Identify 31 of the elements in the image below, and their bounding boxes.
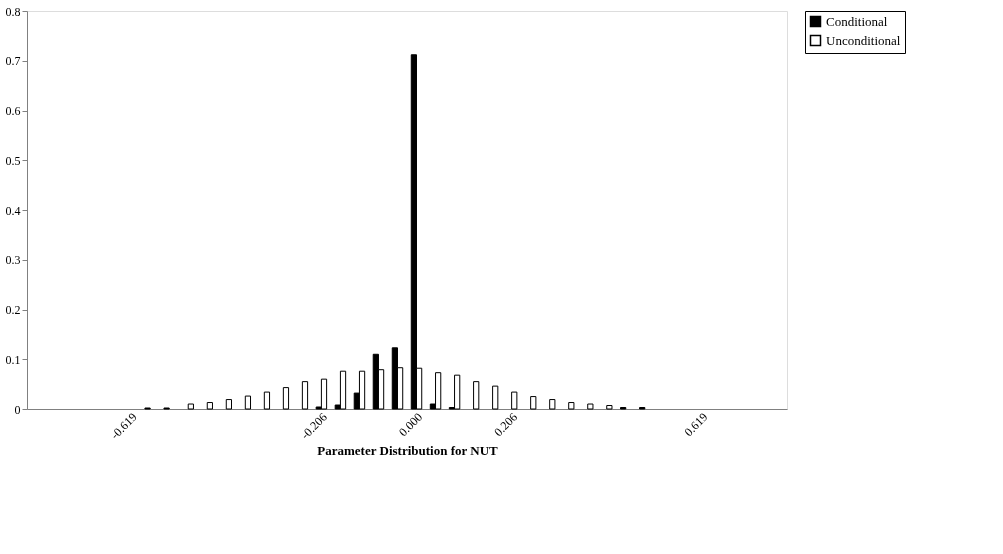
bar — [244, 395, 252, 410]
bar — [358, 370, 366, 410]
bar — [492, 385, 499, 410]
bar — [263, 391, 271, 410]
legend-label: Unconditional — [826, 32, 901, 48]
x-axis-title: Parameter Distribution for NUT — [317, 443, 499, 459]
y-tick-label: 0.2 — [5, 303, 21, 317]
bar — [549, 399, 556, 410]
bar — [568, 402, 575, 410]
y-tick-label: 0.1 — [5, 352, 21, 367]
bar — [301, 381, 309, 410]
bar — [473, 381, 480, 410]
bar — [587, 403, 594, 410]
bar — [530, 396, 537, 410]
y-tick-label: 0.6 — [5, 104, 21, 118]
y-tick-label: 0.5 — [5, 153, 21, 168]
y-tick-label: 0.4 — [5, 203, 21, 218]
bar — [339, 370, 347, 410]
y-tick-label: 0 — [14, 402, 21, 417]
bar — [606, 405, 613, 410]
bar — [225, 399, 233, 410]
bar — [511, 391, 518, 410]
bar — [320, 378, 328, 410]
y-tick-label: 0.8 — [5, 4, 21, 19]
bar — [410, 54, 418, 410]
y-tick-label: 0.3 — [5, 253, 21, 268]
bar — [187, 403, 194, 410]
legend-label: Conditional — [826, 13, 888, 29]
y-tick-label: 0.7 — [5, 54, 21, 69]
bar — [206, 402, 213, 410]
bar — [282, 387, 290, 410]
